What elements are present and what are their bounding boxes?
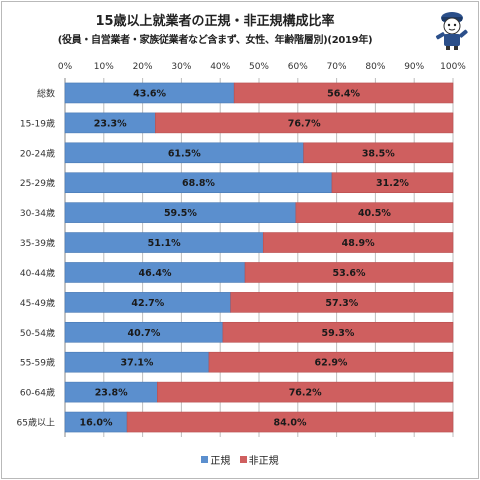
category-label: 45-49歳 <box>20 297 55 309</box>
data-label-regular: 46.4% <box>139 268 172 279</box>
x-tick-label: 60% <box>288 62 308 72</box>
legend-item-regular: 正規 <box>201 452 230 467</box>
data-label-nonregular: 59.3% <box>321 328 354 339</box>
category-label: 55-59歳 <box>20 357 55 369</box>
data-label-nonregular: 40.5% <box>358 208 391 219</box>
category-label: 30-34歳 <box>20 207 55 219</box>
x-tick-label: 20% <box>133 62 153 72</box>
data-label-regular: 16.0% <box>80 418 113 429</box>
gridlines <box>64 78 454 437</box>
bar-chart: 0% 10% 20% 30% 40% 50% 60% 70% 80% 90% 100% 総数 15-1… <box>17 62 466 437</box>
data-label-regular: 43.6% <box>133 88 166 99</box>
category-label: 35-39歳 <box>20 237 55 249</box>
data-label-regular: 59.5% <box>164 208 197 219</box>
category-label: 総数 <box>37 87 55 99</box>
legend-swatch-nonregular <box>239 456 247 463</box>
category-label: 40-44歳 <box>20 267 55 279</box>
bar-nonregular <box>208 351 454 373</box>
x-tick-label: 0% <box>58 62 73 72</box>
x-tick-label: 50% <box>249 62 269 72</box>
bar-nonregular <box>295 202 454 223</box>
bar-nonregular <box>157 381 454 403</box>
legend: 正規 非正規 <box>0 452 480 467</box>
data-label-nonregular: 62.9% <box>314 358 347 369</box>
data-label-nonregular: 48.9% <box>342 238 375 249</box>
y-axis-category-labels: 総数 15-19歳 20-24歳 25-29歳 30-34歳 35-39歳 40-44歳 45… <box>17 87 55 428</box>
x-tick-label: 80% <box>365 62 385 72</box>
data-label-regular: 61.5% <box>168 148 201 159</box>
data-label-nonregular: 84.0% <box>274 418 307 429</box>
bar-nonregular <box>331 172 454 194</box>
legend-swatch-regular <box>201 456 209 463</box>
bar-nonregular <box>222 321 454 343</box>
x-tick-label: 90% <box>404 62 424 72</box>
data-label-nonregular: 76.7% <box>288 118 321 129</box>
data-label-nonregular: 53.6% <box>333 268 366 279</box>
bar-nonregular <box>233 82 454 104</box>
mascot-icon <box>435 12 468 50</box>
category-label: 60-64歳 <box>20 387 55 399</box>
data-label-nonregular: 31.2% <box>376 178 409 189</box>
bar-nonregular <box>230 292 454 313</box>
data-label-regular: 23.8% <box>95 388 128 399</box>
legend-label-regular: 正規 <box>210 456 231 467</box>
category-label: 65歳以上 <box>17 417 55 429</box>
chart-title: 15歳以上就業者の正規・非正規構成比率 <box>95 14 335 29</box>
data-label-nonregular: 56.4% <box>327 88 360 99</box>
data-labels: 43.6% 56.4% 23.3% 76.7% 61.5% 38.5% 68.8% 31.2%… <box>80 88 410 428</box>
category-label: 15-19歳 <box>20 117 55 129</box>
data-label-nonregular: 76.2% <box>289 388 322 399</box>
category-label: 50-54歳 <box>20 327 55 339</box>
bar-nonregular <box>155 112 454 134</box>
bar-nonregular <box>126 411 454 433</box>
chart-subtitle: (役員・自営業者・家族従業者など含まず、女性、年齢階層別)(2019年) <box>57 35 373 46</box>
legend-label-nonregular: 非正規 <box>248 456 279 467</box>
bar-nonregular <box>303 142 454 164</box>
x-tick-label: 10% <box>94 62 114 72</box>
category-label: 25-29歳 <box>20 177 55 189</box>
bar-nonregular <box>262 232 454 253</box>
data-label-regular: 68.8% <box>182 178 215 189</box>
x-tick-label: 100% <box>440 62 466 72</box>
data-label-regular: 42.7% <box>131 298 164 309</box>
x-tick-label: 30% <box>171 62 191 72</box>
bars <box>64 82 454 433</box>
data-label-regular: 40.7% <box>127 328 160 339</box>
legend-item-nonregular: 非正規 <box>239 452 279 467</box>
x-tick-label: 70% <box>327 62 347 72</box>
data-label-regular: 23.3% <box>94 118 127 129</box>
bar-nonregular <box>244 262 454 283</box>
x-tick-label: 40% <box>210 62 230 72</box>
category-label: 20-24歳 <box>20 147 55 159</box>
data-label-regular: 37.1% <box>120 358 153 369</box>
data-label-regular: 51.1% <box>148 238 181 249</box>
x-axis-tick-labels: 0% 10% 20% 30% 40% 50% 60% 70% 80% 90% 100% <box>58 62 466 72</box>
data-label-nonregular: 57.3% <box>325 298 358 309</box>
data-label-nonregular: 38.5% <box>362 148 395 159</box>
